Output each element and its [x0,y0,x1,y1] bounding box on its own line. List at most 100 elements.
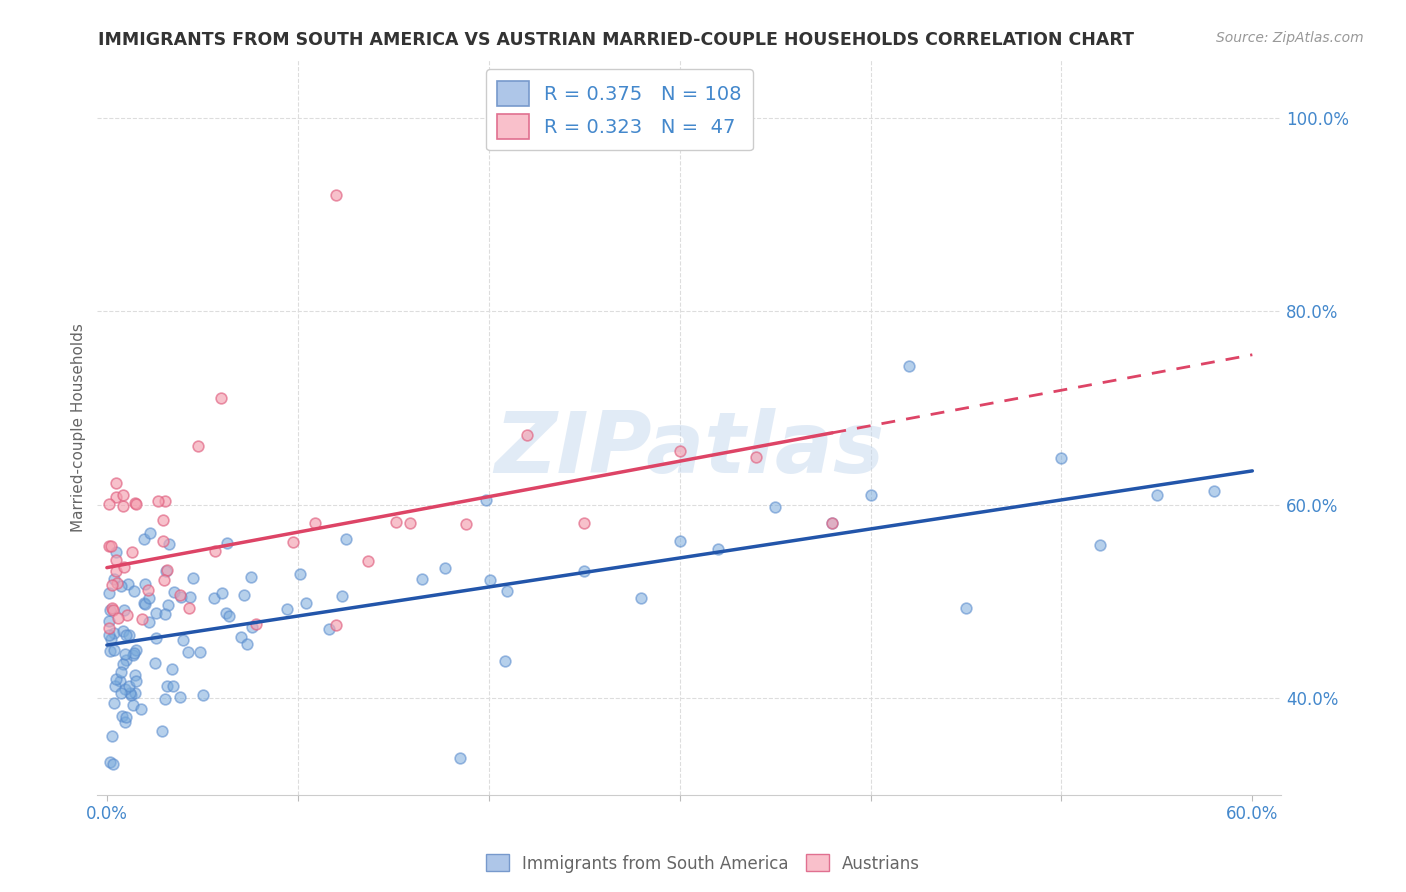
Point [763,500,786,515]
Point [215,536,238,550]
Text: ZIPatlas: ZIPatlas [494,408,884,491]
Point [120,688,142,702]
Point [516,427,538,442]
Point [153,494,176,508]
Point [122,646,145,660]
Point [170,590,193,604]
Point [124,667,146,681]
Point [218,609,240,624]
Point [98,603,121,617]
Point [105,575,128,590]
Point [115,608,138,623]
Point [1088,538,1111,552]
Point [153,573,176,587]
Point [110,665,132,680]
Point [97,539,120,553]
Point [104,490,127,504]
Point [955,601,977,615]
Point [120,686,142,700]
Point [179,600,201,615]
Point [110,686,132,700]
Point [630,591,652,605]
Point [572,565,595,579]
Point [148,493,170,508]
Point [97,622,120,636]
Point [479,573,502,587]
Point [124,497,146,511]
Point [100,632,122,647]
Point [209,392,232,406]
Point [145,631,167,645]
Point [97,586,120,600]
Point [152,534,174,549]
Point [204,544,226,558]
Point [162,662,184,676]
Point [131,612,153,626]
Point [330,589,353,603]
Point [177,644,200,658]
Text: Source: ZipAtlas.com: Source: ZipAtlas.com [1216,31,1364,45]
Point [288,566,311,581]
Point [172,632,194,647]
Point [136,582,159,597]
Point [496,584,519,599]
Point [475,493,498,508]
Point [112,488,135,502]
Point [114,715,136,730]
Legend: R = 0.375   N = 108, R = 0.323   N =  47: R = 0.375 N = 108, R = 0.323 N = 47 [486,70,754,151]
Point [132,596,155,610]
Point [112,603,135,617]
Point [98,755,121,769]
Point [745,450,768,464]
Point [304,516,326,530]
Point [155,564,177,578]
Point [1050,450,1073,465]
Point [100,578,122,592]
Point [117,577,139,591]
Point [114,627,136,641]
Point [1204,484,1226,499]
Point [125,673,148,688]
Point [114,652,136,666]
Point [145,606,167,620]
Point [134,597,156,611]
Point [456,517,478,532]
Point [98,643,121,657]
Point [294,596,316,610]
Point [897,359,920,373]
Point [138,615,160,630]
Point [100,600,122,615]
Point [124,496,146,510]
Point [1146,488,1168,502]
Point [163,585,186,599]
Point [103,697,125,711]
Point [494,655,516,669]
Point [399,516,422,530]
Point [169,690,191,705]
Point [112,624,135,639]
Point [122,698,145,712]
Point [236,637,259,651]
Point [124,686,146,700]
Point [187,439,209,453]
Point [188,644,211,658]
Point [325,618,347,632]
Point [104,672,127,686]
Point [449,751,471,765]
Point [156,679,179,693]
Point [122,583,145,598]
Point [668,534,690,549]
Point [668,444,690,458]
Point [114,682,136,697]
Point [117,628,139,642]
Point [118,679,141,693]
Point [162,679,184,693]
Point [215,606,238,620]
Point [108,673,131,688]
Point [325,188,347,202]
Point [138,526,160,541]
Point [242,620,264,634]
Point [276,602,298,616]
Point [202,591,225,605]
Point [357,554,380,568]
